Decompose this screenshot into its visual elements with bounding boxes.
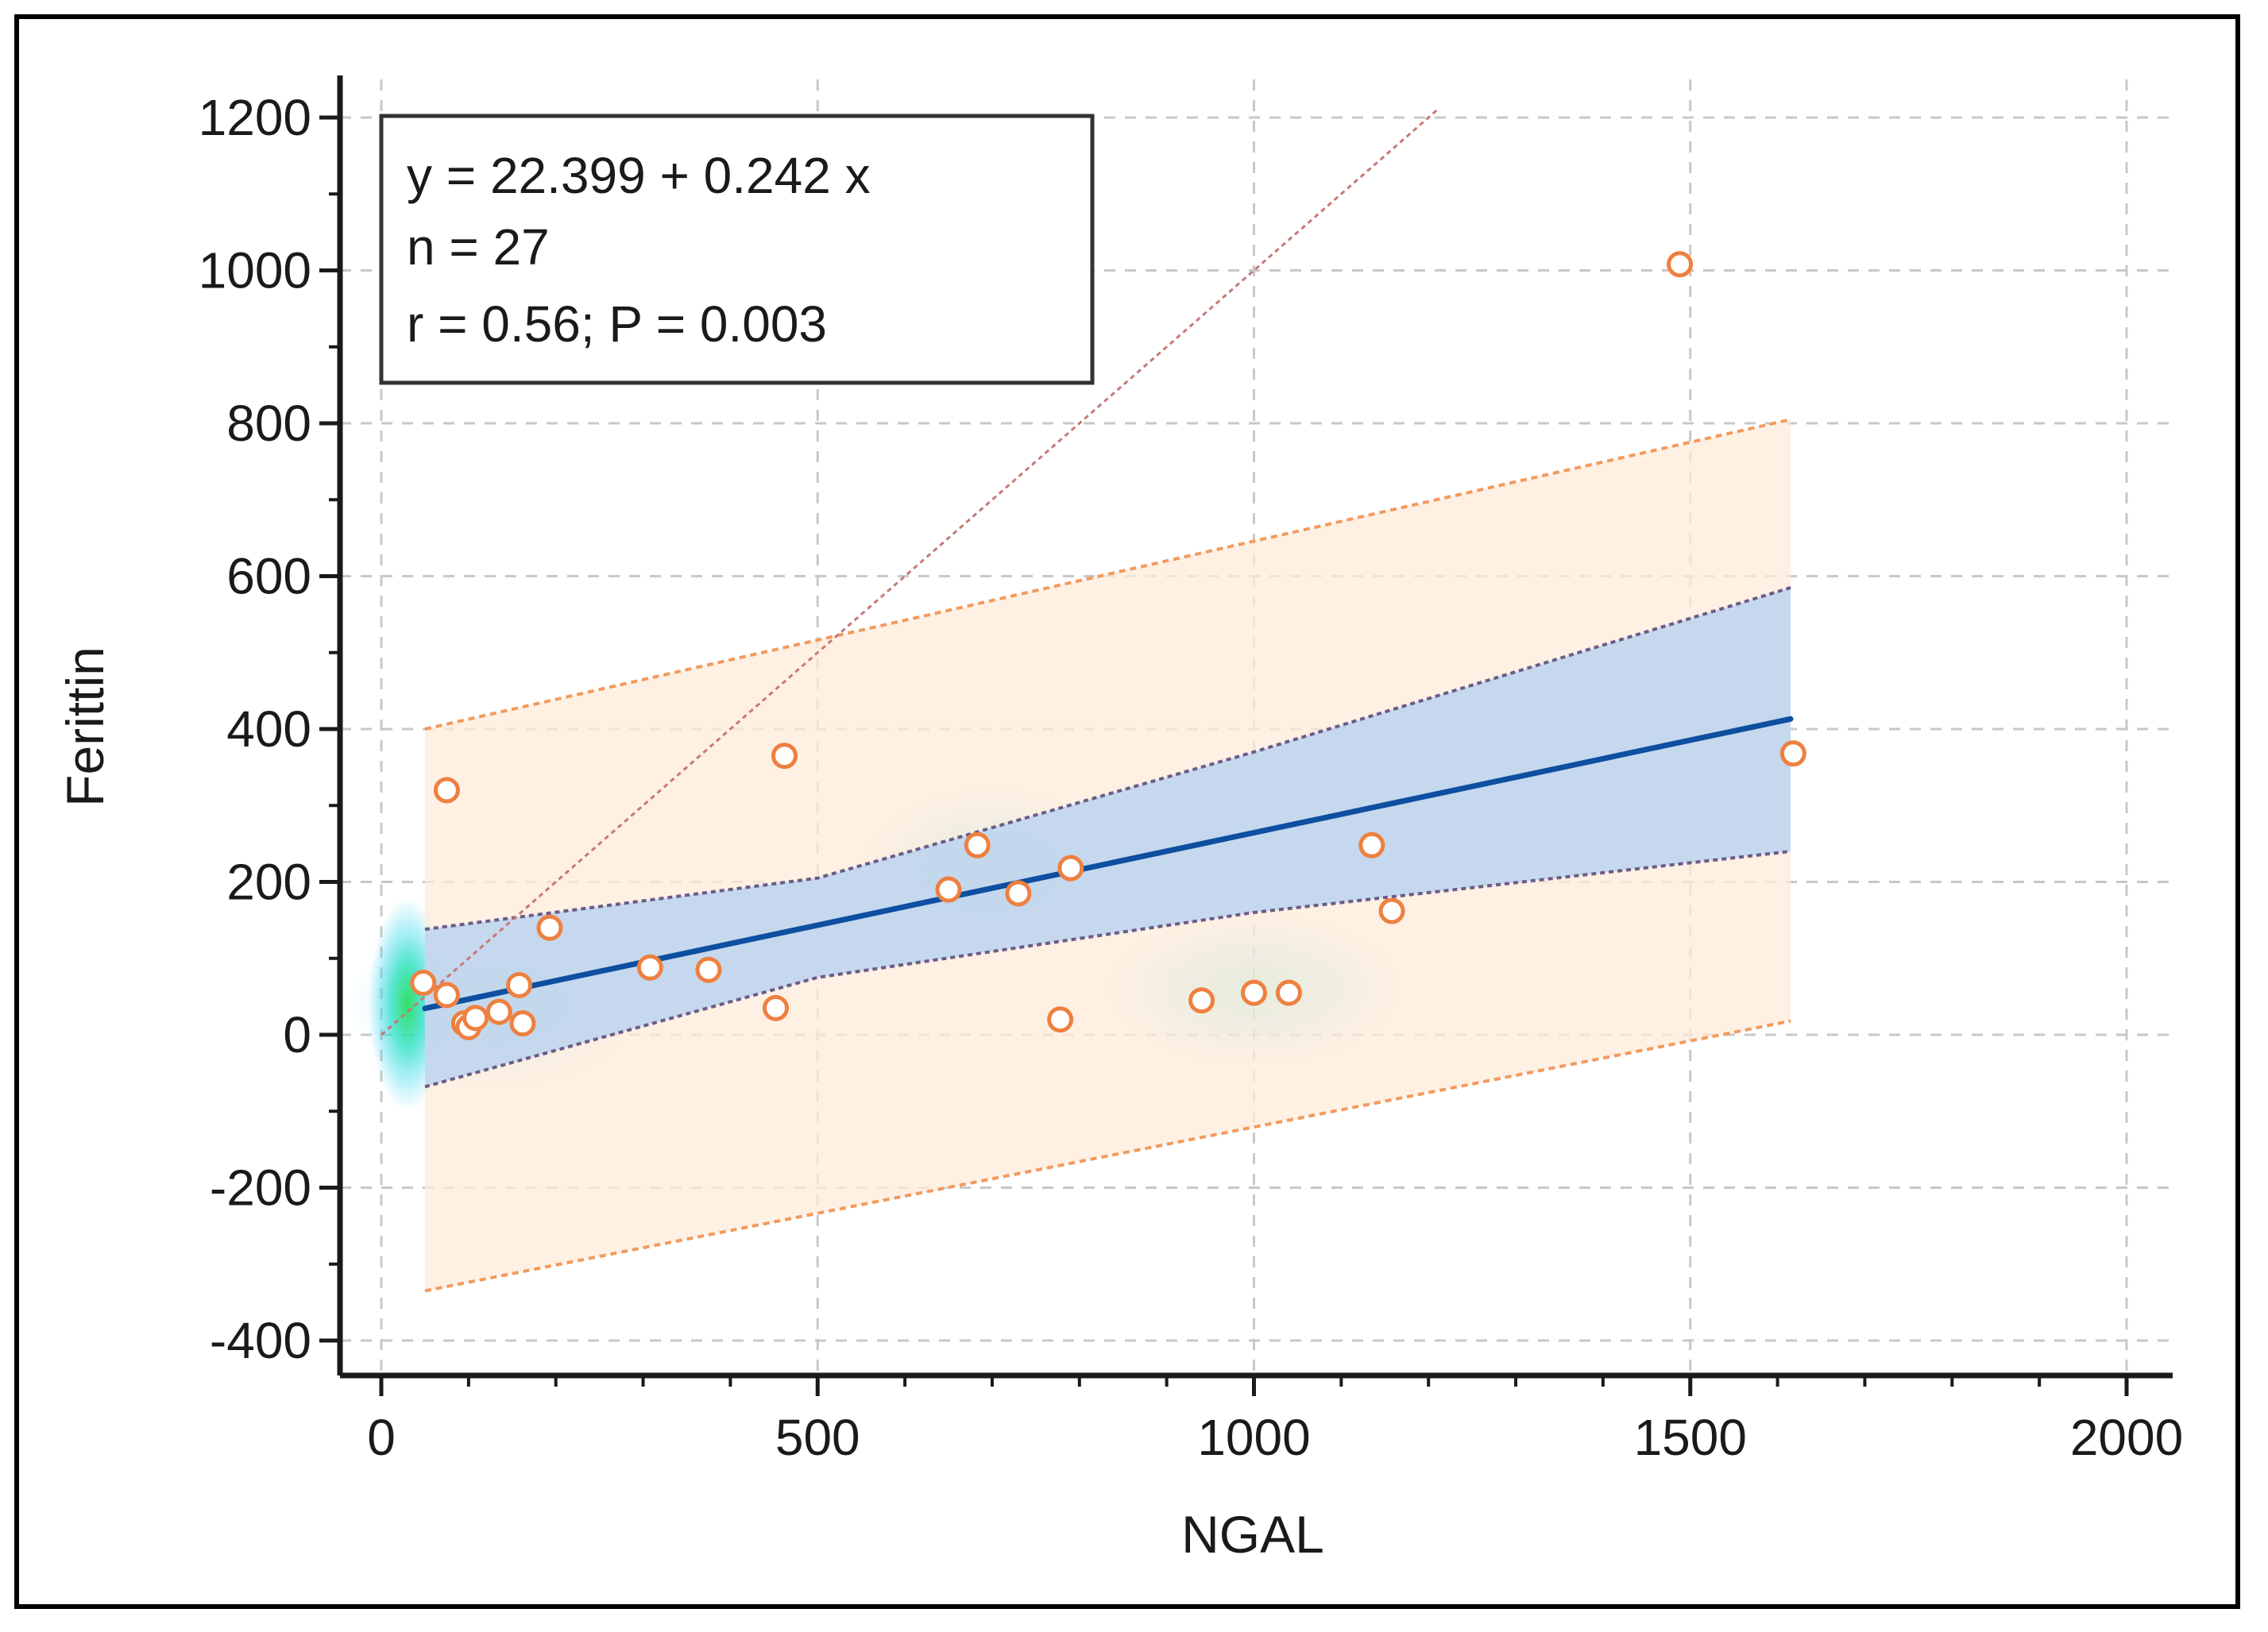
data-point-20 bbox=[1241, 979, 1267, 1006]
data-point-21 bbox=[1275, 979, 1302, 1006]
data-point-18 bbox=[1057, 855, 1084, 882]
y-tick-label-1000: 1000 bbox=[199, 242, 311, 299]
data-point-14 bbox=[935, 876, 962, 903]
confidence-upper-line bbox=[424, 586, 1791, 932]
data-point-5 bbox=[462, 1005, 489, 1032]
bands-layer bbox=[424, 418, 1791, 1293]
prediction-lower-line bbox=[424, 1019, 1791, 1293]
confidence-band-fill bbox=[424, 587, 1791, 1087]
stat-r-p: r = 0.56; P = 0.003 bbox=[407, 295, 827, 353]
y-tick-label-200: 200 bbox=[226, 854, 311, 911]
data-point-2 bbox=[433, 982, 460, 1009]
data-point-15 bbox=[964, 831, 991, 858]
data-point-23 bbox=[1378, 897, 1405, 924]
data-point-24 bbox=[1667, 251, 1694, 278]
data-point-0 bbox=[410, 970, 437, 997]
data-point-10 bbox=[636, 954, 663, 981]
y-tick-label-400: 400 bbox=[226, 700, 311, 758]
x-tick-label-2000: 2000 bbox=[2070, 1409, 2183, 1466]
stat-equation: y = 22.399 + 0.242 x bbox=[407, 147, 871, 204]
identity-layer bbox=[381, 109, 1439, 1036]
x-tick-label-0: 0 bbox=[367, 1409, 396, 1466]
axes bbox=[319, 75, 2173, 1396]
y-tick-label-600: 600 bbox=[226, 548, 311, 605]
x-tick-label-1500: 1500 bbox=[1634, 1409, 1747, 1466]
points-layer bbox=[410, 251, 1806, 1040]
y-tick-label--200: -200 bbox=[210, 1159, 311, 1217]
data-point-16 bbox=[1005, 880, 1032, 907]
data-point-11 bbox=[695, 956, 722, 983]
data-point-13 bbox=[771, 743, 798, 770]
confidence-lower-line bbox=[424, 850, 1791, 1089]
data-point-1 bbox=[433, 777, 460, 804]
data-point-22 bbox=[1358, 831, 1385, 858]
tick-labels: -400 -200 0 200 400 600 800 1000 1200 0 500 1000 150… bbox=[199, 89, 2184, 1466]
y-tick-label--400: -400 bbox=[210, 1312, 311, 1369]
data-point-12 bbox=[763, 994, 790, 1021]
y-tick-label-1200: 1200 bbox=[199, 89, 311, 146]
stat-n: n = 27 bbox=[407, 218, 550, 276]
y-tick-label-0: 0 bbox=[283, 1006, 311, 1063]
stats-legend-box: y = 22.399 + 0.242 x n = 27 r = 0.56; P … bbox=[379, 114, 1095, 385]
data-point-25 bbox=[1779, 740, 1806, 767]
x-axis-title: NGAL bbox=[1181, 1505, 1324, 1564]
data-point-9 bbox=[536, 914, 563, 941]
data-point-19 bbox=[1188, 987, 1215, 1014]
data-point-17 bbox=[1047, 1006, 1074, 1033]
stats-box-frame bbox=[379, 114, 1095, 385]
data-point-7 bbox=[506, 971, 533, 998]
x-tick-label-500: 500 bbox=[775, 1409, 860, 1466]
data-point-8 bbox=[509, 1010, 536, 1037]
x-tick-label-1000: 1000 bbox=[1197, 1409, 1310, 1466]
y-tick-label-800: 800 bbox=[226, 395, 311, 452]
y-axis-title: Ferittin bbox=[56, 646, 114, 807]
data-point-6 bbox=[485, 998, 512, 1025]
identity-line bbox=[381, 109, 1439, 1036]
